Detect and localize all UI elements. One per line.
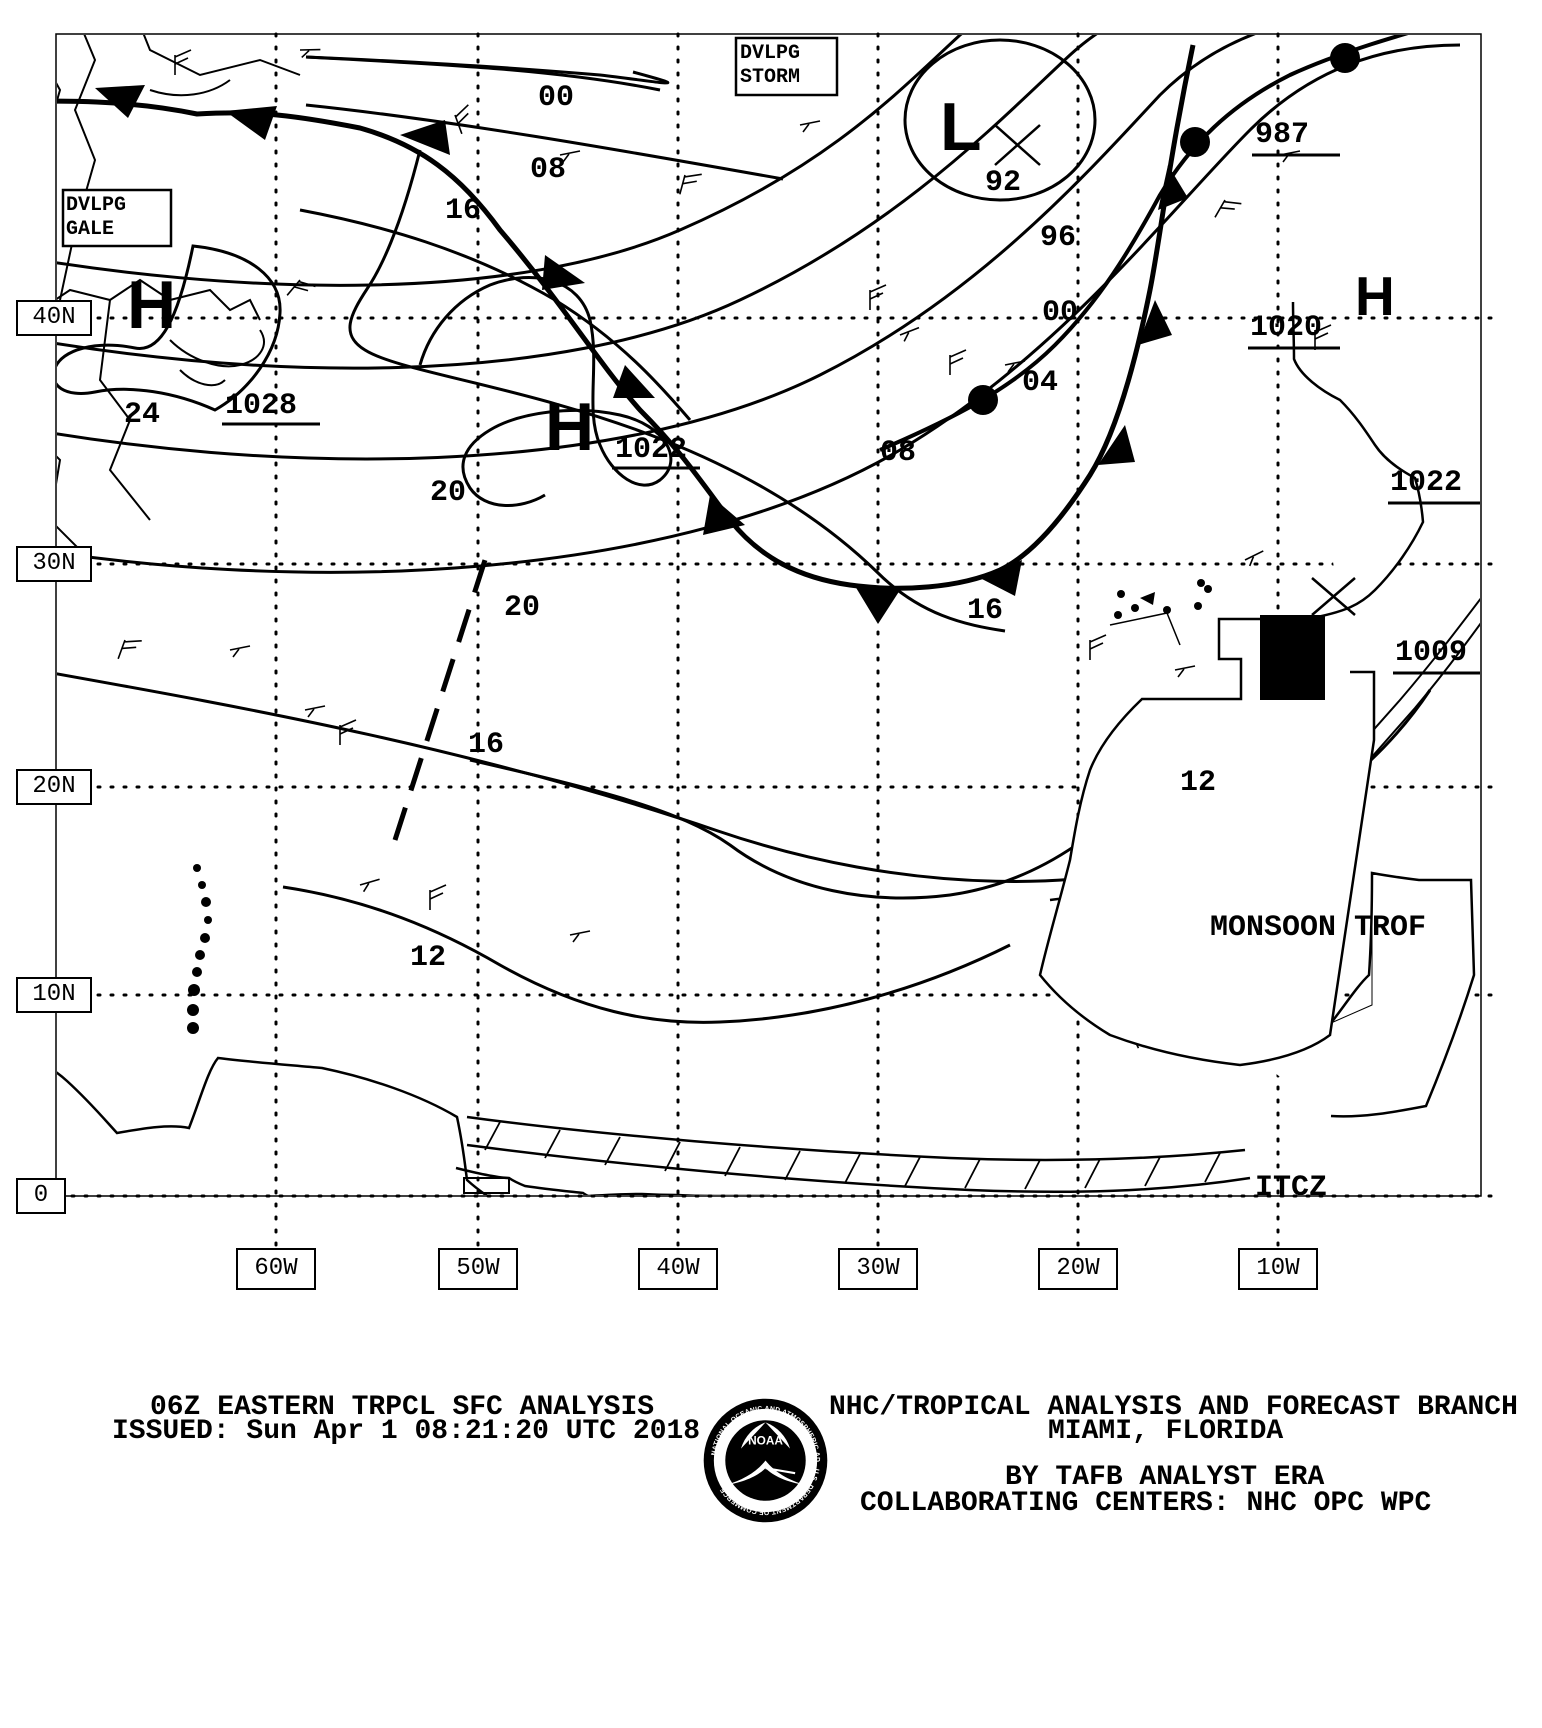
svg-text:1022: 1022 <box>1390 466 1462 500</box>
svg-text:20: 20 <box>430 476 466 510</box>
svg-text:00: 00 <box>538 81 574 115</box>
svg-text:NOAA: NOAA <box>748 1433 783 1447</box>
svg-text:12: 12 <box>410 941 446 975</box>
svg-text:16: 16 <box>445 194 481 228</box>
svg-text:96: 96 <box>1040 221 1076 255</box>
svg-text:12: 12 <box>1180 766 1216 800</box>
svg-text:20: 20 <box>504 591 540 625</box>
svg-text:04: 04 <box>1022 366 1058 400</box>
svg-text:1020: 1020 <box>1250 311 1322 345</box>
svg-text:00: 00 <box>1042 296 1078 330</box>
svg-text:987: 987 <box>1255 118 1309 152</box>
svg-text:1022: 1022 <box>615 433 687 467</box>
svg-text:H: H <box>127 267 176 343</box>
svg-text:H: H <box>545 389 594 465</box>
svg-text:H: H <box>1355 265 1395 327</box>
svg-text:1028: 1028 <box>225 389 297 423</box>
svg-text:1009: 1009 <box>1395 636 1467 670</box>
svg-text:24: 24 <box>124 398 160 432</box>
svg-text:STORM: STORM <box>740 66 800 89</box>
svg-text:16: 16 <box>468 728 504 762</box>
svg-text:DVLPG: DVLPG <box>740 42 800 65</box>
svg-text:DVLPG: DVLPG <box>66 194 126 217</box>
svg-text:MONSOON TROF: MONSOON TROF <box>1210 911 1426 945</box>
svg-text:92: 92 <box>985 166 1021 200</box>
svg-text:08: 08 <box>530 153 566 187</box>
svg-text:GALE: GALE <box>66 218 114 241</box>
svg-text:L: L <box>940 89 982 165</box>
svg-text:16: 16 <box>967 594 1003 628</box>
svg-text:08: 08 <box>880 436 916 470</box>
svg-text:ITCZ: ITCZ <box>1255 1171 1327 1205</box>
